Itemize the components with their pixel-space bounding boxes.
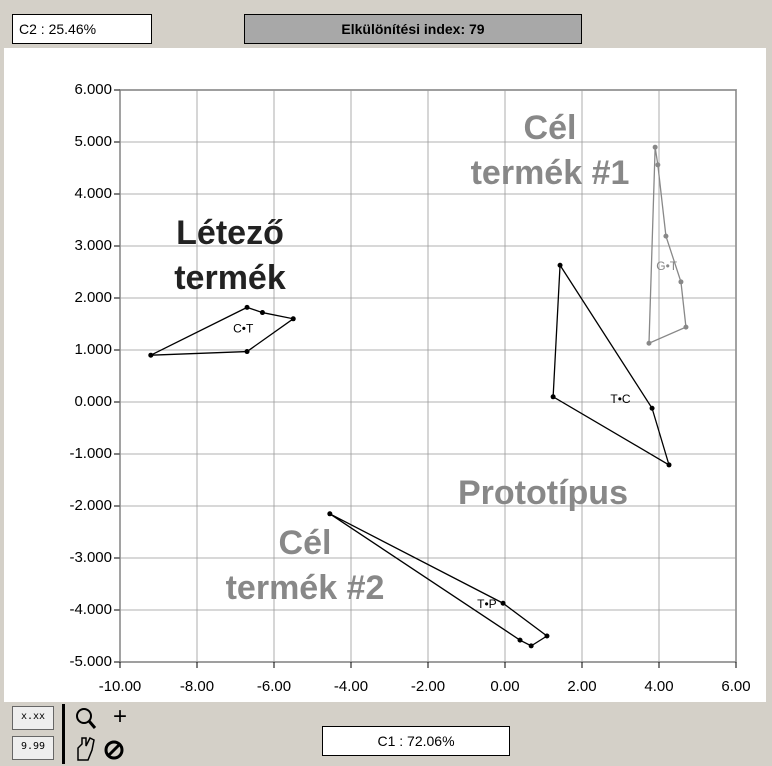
annotation: termék #1	[471, 154, 630, 192]
vertex	[327, 511, 333, 517]
index-label: Elkülönítési index: 79	[244, 14, 582, 44]
centroid-label: G•T	[656, 259, 678, 273]
x-tick-label: -8.00	[180, 678, 214, 695]
y-tick-label: 1.000	[74, 341, 112, 358]
vertex	[290, 316, 296, 322]
y-tick-label: -2.000	[69, 497, 112, 514]
c2-label: C2 : 25.46%	[12, 14, 152, 44]
crosshair-button[interactable]: +	[112, 703, 127, 730]
vertex	[500, 600, 506, 606]
vertex	[148, 352, 154, 358]
vertex	[528, 643, 534, 649]
vertex	[655, 162, 661, 168]
vertex	[244, 349, 250, 355]
y-tick-label: 0.000	[74, 393, 112, 410]
vertex	[557, 262, 563, 268]
polygon	[150, 306, 295, 356]
c1-label: C1 : 72.06%	[322, 726, 510, 756]
x-tick-label: 0.00	[490, 678, 519, 695]
annotation: Létező	[176, 214, 284, 252]
y-tick-label: 6.000	[74, 81, 112, 98]
vertex	[683, 324, 689, 330]
vertex	[259, 310, 265, 316]
vertex	[244, 304, 250, 310]
x-tick-label: -4.00	[334, 678, 368, 695]
y-tick-label: 3.000	[74, 237, 112, 254]
format-button[interactable]: x.xx	[12, 706, 54, 730]
vertex	[678, 279, 684, 285]
vertex	[517, 637, 523, 643]
format-button[interactable]: 9.99	[12, 736, 54, 760]
separator	[62, 704, 65, 764]
centroid-label: T•P	[477, 597, 497, 611]
annotation: termék	[174, 259, 286, 297]
annotation: Prototípus	[458, 474, 628, 512]
y-tick-label: 4.000	[74, 185, 112, 202]
x-tick-label: -2.00	[411, 678, 445, 695]
y-tick-label: 2.000	[74, 289, 112, 306]
x-tick-label: 2.00	[567, 678, 596, 695]
y-tick-label: -4.000	[69, 601, 112, 618]
hand-button[interactable]	[77, 736, 95, 761]
x-tick-label: -6.00	[257, 678, 291, 695]
y-tick-label: -5.000	[69, 653, 112, 670]
centroid-label: C•T	[233, 321, 254, 335]
vertex	[663, 233, 669, 239]
x-tick-label: 4.00	[644, 678, 673, 695]
y-tick-label: -3.000	[69, 549, 112, 566]
y-tick-label: 5.000	[74, 133, 112, 150]
vertex	[652, 144, 658, 150]
y-tick-label: -1.000	[69, 445, 112, 462]
x-tick-label: 6.00	[721, 678, 750, 695]
plot-background	[4, 48, 766, 702]
zoom-button[interactable]	[76, 708, 97, 729]
polygon	[329, 513, 549, 647]
annotation: Cél	[524, 109, 577, 147]
vertex	[550, 394, 556, 400]
reset-button[interactable]	[104, 740, 124, 760]
vertex	[649, 405, 655, 411]
annotation: termék #2	[226, 569, 385, 607]
toolbar-icons	[76, 708, 124, 761]
centroid-label: T•C	[610, 392, 631, 406]
x-tick-label: -10.00	[99, 678, 142, 695]
vertex	[666, 462, 672, 468]
vertex	[544, 633, 550, 639]
vertex	[646, 340, 652, 346]
annotation: Cél	[279, 524, 332, 562]
